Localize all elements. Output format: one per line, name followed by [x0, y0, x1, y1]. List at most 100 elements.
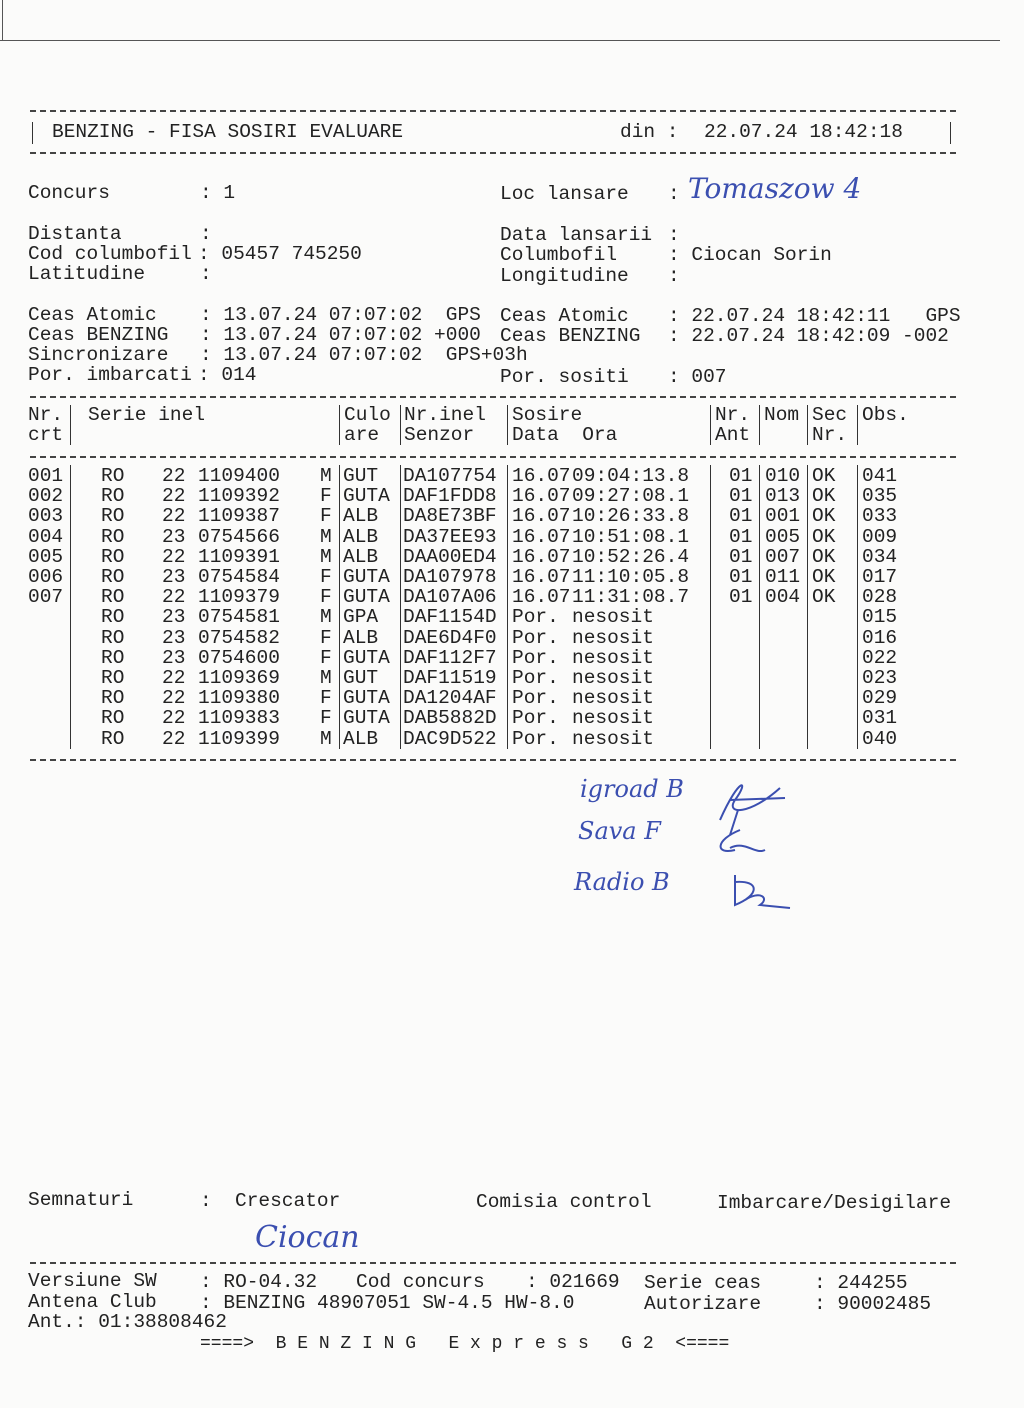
cell-ant: 01	[729, 566, 753, 588]
column-divider	[507, 465, 508, 749]
handwritten-initials	[719, 784, 791, 909]
cell-date: 16.07	[512, 566, 571, 588]
cell-ring: 0754600	[198, 646, 280, 669]
columbofil-value: Ciocan Sorin	[691, 244, 832, 266]
cell-country: RO	[101, 586, 125, 609]
cell-country: RO	[101, 465, 125, 487]
serie-ceas-value: 244255	[837, 1272, 908, 1294]
column-header-culoare: are	[344, 424, 380, 446]
cell-date: 16.07	[512, 465, 571, 487]
cell-ring: 1109391	[198, 545, 280, 568]
cell-nom: 004	[765, 586, 801, 609]
cell-ring: 0754581	[198, 606, 280, 629]
ceas-benzing-end: 22.07.24 18:42:09	[691, 325, 891, 347]
cell-ant: 01	[729, 586, 753, 609]
cell-country: RO	[101, 707, 125, 730]
column-divider	[507, 405, 508, 445]
antena-value: BENZING 48907051 SW-4.5 HW-8.0	[223, 1292, 575, 1314]
cell-sensor: DA107978	[403, 566, 497, 588]
cell-nr: 002	[28, 485, 64, 508]
page-title: BENZING - FISA SOSIRI EVALUARE	[52, 121, 404, 143]
cell-country: RO	[101, 505, 125, 528]
cell-sec: OK	[812, 525, 836, 548]
cell-ring: 1109369	[198, 667, 280, 689]
cell-color: GUTA	[343, 707, 390, 730]
cell-country: RO	[101, 687, 125, 710]
longitudine-label: Longitudine	[500, 265, 629, 287]
cell-sex: M	[320, 606, 332, 629]
cell-color: GUTA	[343, 646, 390, 669]
ceas-atomic-end: 22.07.24 18:42:11	[691, 305, 891, 327]
divider	[30, 759, 956, 761]
cell-color: ALB	[343, 626, 379, 649]
crescator-signature: Ciocan	[255, 1220, 360, 1255]
cell-time: nesosit	[572, 707, 654, 730]
cell-sex: F	[320, 505, 332, 528]
concurs-label: Concurs	[28, 182, 110, 204]
cell-time: 09:27:08.1	[572, 485, 690, 508]
cell-date: Por.	[512, 626, 559, 649]
cell-country: RO	[101, 667, 125, 689]
cell-year: 22	[162, 667, 186, 689]
column-header-senzor: Senzor	[404, 424, 475, 446]
sincronizare-value: 13.07.24 07:07:02	[223, 344, 423, 366]
cell-obs: 016	[862, 626, 898, 649]
cell-ant: 01	[729, 465, 753, 487]
cell-time: nesosit	[572, 727, 654, 750]
cell-sec: OK	[812, 505, 836, 528]
cell-color: GUTA	[343, 586, 390, 609]
colon: : 014	[198, 364, 257, 386]
cell-sensor: DAC9D522	[403, 727, 497, 750]
cell-sensor: DAB5882D	[403, 707, 497, 730]
ceas-benzing-label: Ceas BENZING	[500, 325, 641, 347]
antena-label: Antena Club	[28, 1291, 157, 1313]
cell-sex: M	[320, 727, 332, 750]
cell-ring: 1109387	[198, 505, 280, 528]
colon: :	[668, 224, 680, 246]
colon: : 1	[200, 182, 236, 204]
versiune-label: Versiune SW	[28, 1270, 157, 1292]
cell-sex: F	[320, 586, 332, 609]
cell-date: 16.07	[512, 525, 571, 548]
column-divider	[339, 465, 340, 749]
cell-sensor: DAE6D4F0	[403, 626, 497, 649]
cell-year: 23	[162, 566, 186, 588]
cell-ant: 01	[729, 505, 753, 528]
concurs-value: 1	[223, 182, 236, 204]
ceas-benzing-start: 13.07.24 07:07:02	[223, 324, 423, 346]
cell-sex: M	[320, 545, 332, 568]
cell-country: RO	[101, 485, 125, 508]
ceas-benzing-label: Ceas BENZING	[28, 324, 169, 346]
colon: : 021669	[526, 1271, 620, 1293]
ceas-atomic-label: Ceas Atomic	[500, 305, 629, 327]
cell-ring: 1109399	[198, 727, 280, 750]
cell-date: Por.	[512, 707, 559, 730]
cell-date: Por.	[512, 687, 559, 710]
cell-sensor: DA8E73BF	[403, 505, 497, 528]
cell-sec: OK	[812, 545, 836, 568]
column-divider	[857, 465, 858, 749]
divider	[30, 456, 956, 458]
column-header-sosire: Sosire	[512, 404, 583, 426]
cell-year: 23	[162, 646, 186, 669]
colon: : 13.07.24 07:07:02 +000	[200, 324, 481, 346]
cell-sex: F	[320, 687, 332, 710]
column-divider	[710, 405, 711, 445]
cell-ring: 1109392	[198, 485, 280, 508]
cell-color: GUT	[343, 667, 379, 689]
cell-color: ALB	[343, 727, 379, 750]
serie-ceas-label: Serie ceas	[644, 1272, 762, 1294]
cell-color: GUTA	[343, 566, 390, 588]
cell-nom: 013	[765, 485, 801, 508]
cell-color: ALB	[343, 545, 379, 568]
column-divider	[807, 465, 808, 749]
cod-columbofil-label: Cod columbofil	[28, 243, 192, 265]
cell-date: 16.07	[512, 586, 571, 609]
cell-year: 23	[162, 606, 186, 629]
imbarcare-label: Imbarcare/Desigilare	[717, 1192, 952, 1214]
cell-date: Por.	[512, 667, 559, 689]
colon: : 05457 745250	[198, 243, 362, 265]
cell-color: GUT	[343, 465, 379, 487]
cell-country: RO	[101, 727, 125, 750]
ceas-atomic-start: 13.07.24 07:07:02	[223, 304, 423, 326]
